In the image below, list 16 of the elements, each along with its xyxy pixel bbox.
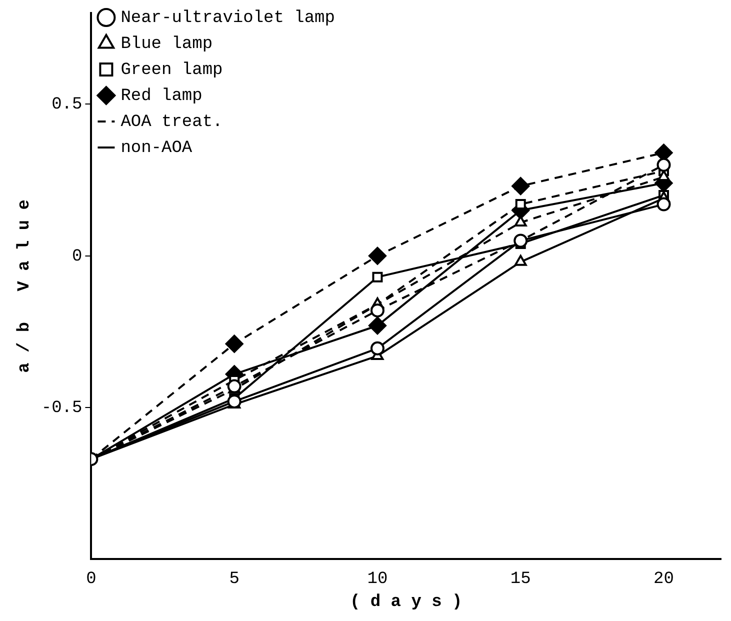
- y-tick-label: 0: [72, 247, 82, 266]
- x-tick-label: 10: [367, 570, 388, 589]
- x-tick-label: 0: [86, 570, 96, 589]
- y-axis-title: a / b V a l u e: [15, 199, 34, 373]
- x-axis-title: ( d a y s ): [350, 593, 462, 612]
- x-tick-label: 5: [229, 570, 240, 589]
- y-tick-label: -0.5: [41, 399, 82, 418]
- annotation: AOA treat.: [120, 113, 223, 132]
- legend-label: Red lamp: [120, 87, 202, 106]
- y-tick-label: 0.5: [52, 96, 82, 115]
- annotation: non-AOA: [120, 139, 193, 158]
- legend-label: Green lamp: [120, 61, 223, 80]
- x-tick-label: 20: [654, 570, 674, 589]
- legend-label: Blue lamp: [120, 35, 213, 54]
- x-tick-label: 15: [510, 570, 531, 589]
- legend-label: Near-ultraviolet lamp: [120, 9, 335, 28]
